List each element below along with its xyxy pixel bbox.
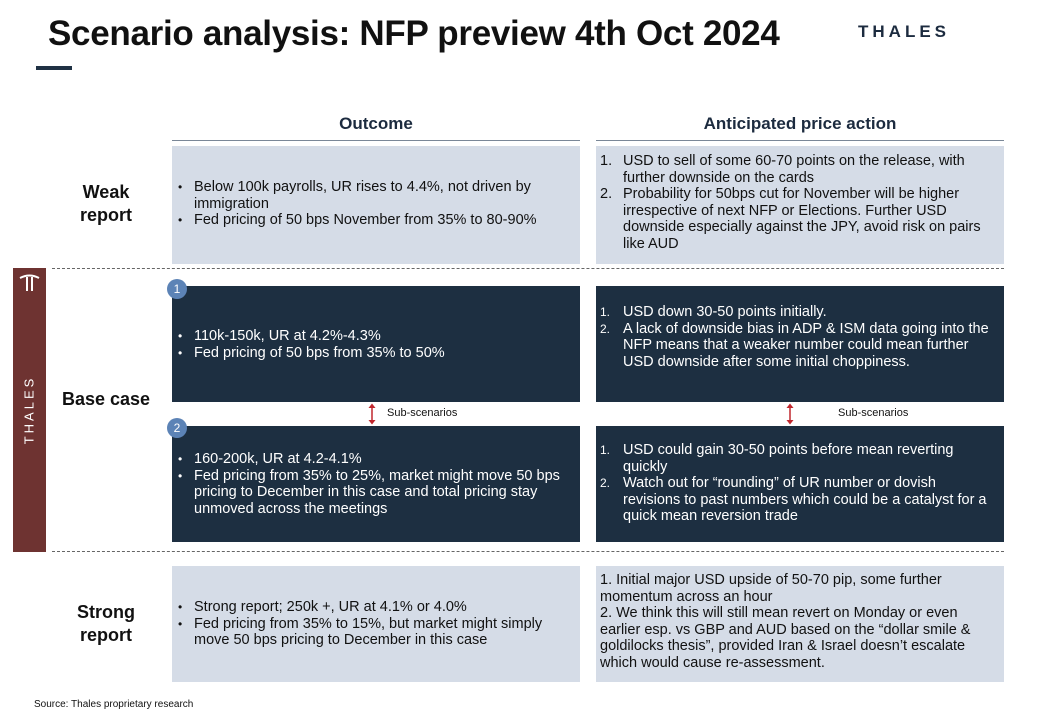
- item-text: A lack of downside bias in ADP & ISM dat…: [623, 320, 989, 370]
- base-scenario-2-price-action-box: 1. USD could gain 30-50 points before mea…: [596, 426, 1004, 542]
- sub-scenarios-label-outcome: Sub-scenarios: [387, 407, 458, 419]
- weak-outcome-box: Below 100k payrolls, UR rises to 4.4%, n…: [172, 146, 580, 264]
- weak-outcome-bullet-1: Below 100k payrolls, UR rises to 4.4%, n…: [172, 179, 572, 212]
- base-case-label: Base case: [61, 389, 151, 409]
- scenario-1-price-action-item-2: 2. A lack of downside bias in ADP & ISM d…: [596, 321, 996, 371]
- item-text: USD down 30-50 points initially.: [623, 304, 827, 320]
- title-underline: [36, 66, 72, 70]
- weak-price-action-box: 1. USD to sell of some 60-70 points on th…: [596, 146, 1004, 264]
- source-note: Source: Thales proprietary research: [34, 699, 194, 710]
- strong-report-label: Strong report: [77, 602, 135, 645]
- item-number: 2.: [600, 476, 611, 490]
- scenario-2-outcome-bullet-2: Fed pricing from 35% to 25%, market migh…: [172, 468, 572, 518]
- base-scenario-1-price-action-box: 1. USD down 30-50 points initially. 2. A l…: [596, 286, 1004, 402]
- weak-outcome-bullet-2: Fed pricing of 50 bps November from 35% …: [172, 212, 572, 229]
- weak-report-label: Weak report: [79, 182, 132, 225]
- weak-price-action-item-2: 2. Probability for 50bps cut for November…: [596, 186, 996, 252]
- weak-price-action-item-1: 1. USD to sell of some 60-70 points on th…: [596, 153, 996, 186]
- item-number: 2.: [600, 186, 613, 202]
- strong-outcome-bullet-1: Strong report; 250k +, UR at 4.1% or 4.0…: [172, 599, 572, 616]
- price-action-header-divider: [596, 140, 1004, 141]
- row-separator-bottom: [52, 551, 1004, 552]
- sidebar-brand-text: THALES: [21, 375, 37, 445]
- scenario-1-price-action-item-1: 1. USD down 30-50 points initially.: [596, 304, 996, 321]
- thales-sidebar: THALES: [13, 268, 46, 552]
- item-number: 1.: [600, 153, 613, 169]
- item-number: 1.: [600, 443, 611, 457]
- item-number: 2.: [600, 321, 611, 336]
- sub-scenarios-arrow-price-action: [786, 403, 794, 425]
- item-text: USD to sell of some 60-70 points on the …: [623, 153, 965, 186]
- scenario-1-outcome-bullet-1: 110k-150k, UR at 4.2%-4.3%: [172, 328, 572, 345]
- strong-outcome-bullet-2: Fed pricing from 35% to 15%, but market …: [172, 616, 572, 649]
- base-scenario-1-outcome-box: 110k-150k, UR at 4.2%-4.3% Fed pricing o…: [172, 286, 580, 402]
- strong-outcome-box: Strong report; 250k +, UR at 4.1% or 4.0…: [172, 566, 580, 682]
- strong-price-action-box: 1. Initial major USD upside of 50-70 pip…: [596, 566, 1004, 682]
- base-scenario-2-outcome-box: 160-200k, UR at 4.2-4.1% Fed pricing fro…: [172, 426, 580, 542]
- item-text: Watch out for “rounding” of UR number or…: [623, 475, 987, 524]
- item-number: 1.: [600, 305, 611, 319]
- item-text: USD could gain 30-50 points before mean …: [623, 442, 954, 475]
- strong-price-action-para-1: 1. Initial major USD upside of 50-70 pip…: [600, 572, 942, 605]
- page-title: Scenario analysis: NFP preview 4th Oct 2…: [48, 14, 780, 53]
- scenario-2-badge: 2: [167, 418, 187, 438]
- price-action-column-header: Anticipated price action: [703, 114, 897, 133]
- scenario-2-price-action-item-2: 2. Watch out for “rounding” of UR number …: [596, 475, 996, 525]
- thales-logo: THALES: [858, 22, 950, 41]
- outcome-column-header: Outcome: [339, 114, 413, 133]
- scenario-1-badge: 1: [167, 279, 187, 299]
- sub-scenarios-arrow-outcome: [368, 403, 376, 425]
- row-separator-top: [52, 268, 1004, 269]
- strong-price-action-para-2: 2. We think this will still mean revert …: [600, 605, 971, 671]
- scenario-1-outcome-bullet-2: Fed pricing of 50 bps from 35% to 50%: [172, 345, 572, 362]
- thales-mark-icon: [19, 274, 40, 291]
- outcome-header-divider: [172, 140, 580, 141]
- scenario-2-price-action-item-1: 1. USD could gain 30-50 points before mea…: [596, 442, 996, 475]
- scenario-2-outcome-bullet-1: 160-200k, UR at 4.2-4.1%: [172, 451, 572, 468]
- item-text: Probability for 50bps cut for November w…: [623, 186, 981, 252]
- sub-scenarios-label-price-action: Sub-scenarios: [838, 407, 909, 419]
